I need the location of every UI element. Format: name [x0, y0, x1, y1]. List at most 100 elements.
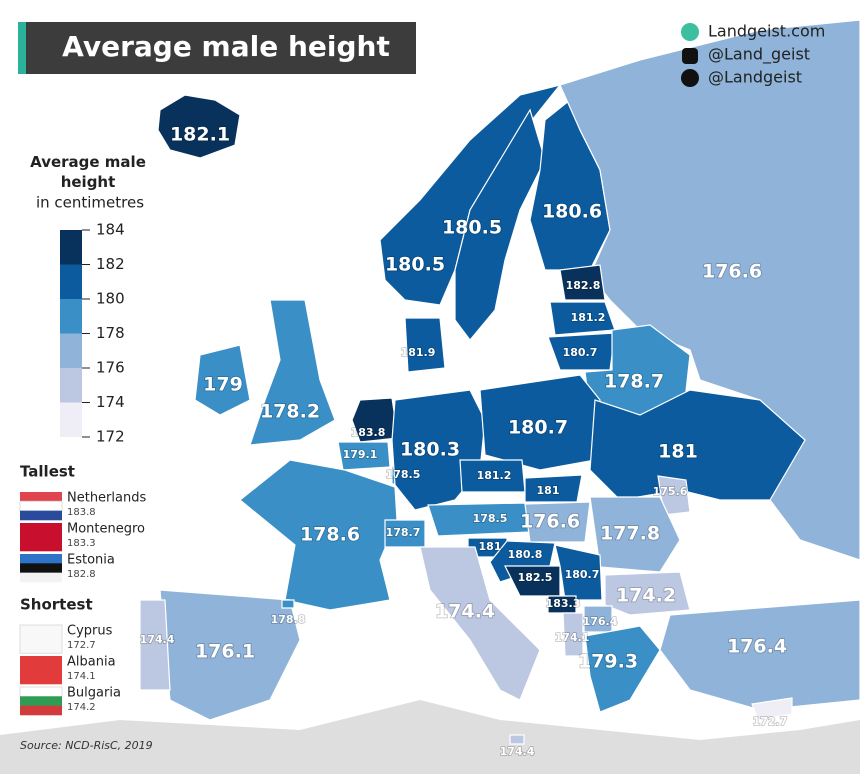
- region-label: 174.4: [140, 633, 175, 646]
- region-label: 180.7: [563, 346, 598, 359]
- region-label: 174.4: [500, 745, 535, 758]
- region-label: 180.3: [400, 439, 460, 461]
- africa-land: [0, 700, 860, 774]
- region: [584, 625, 661, 713]
- list-heading: Tallest: [20, 463, 75, 481]
- region-label: 176.1: [195, 641, 255, 663]
- flag-stripe: [20, 572, 62, 583]
- instagram-icon: [682, 48, 698, 64]
- legend-band: [60, 299, 82, 334]
- region-label: 177.8: [600, 523, 660, 545]
- flag-stripe: [20, 705, 62, 716]
- title-accent: [18, 22, 26, 74]
- region: [404, 317, 446, 373]
- legend-band: [60, 368, 82, 403]
- legend: 184 182 180 178 176 174 172: [60, 221, 125, 446]
- list-country: Estonia: [67, 553, 115, 568]
- list-value: 183.8: [67, 507, 96, 518]
- flag-stripe: [20, 656, 62, 685]
- region-label: 178.7: [604, 371, 664, 393]
- region: [281, 599, 295, 609]
- region-label: 178.6: [300, 524, 360, 546]
- region-label: 179: [203, 374, 243, 396]
- twitter-icon: [681, 69, 699, 87]
- list-country: Netherlands: [67, 491, 146, 506]
- list-value: 172.7: [67, 640, 96, 651]
- region: [751, 697, 793, 721]
- title-box: [18, 22, 416, 74]
- brand-twitter: @Landgeist: [708, 68, 802, 87]
- legend-band: [60, 264, 82, 299]
- region: [337, 441, 391, 471]
- region-label: 176.6: [520, 511, 580, 533]
- legend-tick-label: 180: [96, 290, 125, 308]
- region-label: 175.6: [653, 485, 688, 498]
- source: Source: NCD-RisC, 2019: [20, 739, 153, 752]
- region-label: 176.4: [727, 636, 787, 658]
- region-label: 183.3: [546, 597, 581, 610]
- region-label: 178.7: [386, 526, 421, 539]
- region-label: 176.4: [583, 615, 618, 628]
- region: [157, 94, 241, 159]
- legend-tick-label: 176: [96, 359, 125, 377]
- region-label: 178.2: [260, 401, 320, 423]
- region-label: 180.5: [385, 254, 445, 276]
- brand-instagram: @Land_geist: [708, 45, 810, 65]
- region: [239, 459, 398, 611]
- region-label: 181.2: [571, 311, 606, 324]
- region: [562, 612, 584, 657]
- region: [524, 501, 591, 543]
- list-country: Bulgaria: [67, 686, 121, 701]
- flag-stripe: [20, 510, 62, 521]
- legend-tick-label: 182: [96, 255, 125, 273]
- region-label: 180.8: [508, 548, 543, 561]
- legend-band: [60, 402, 82, 437]
- region-label: 178.8: [271, 613, 306, 626]
- flag-stripe: [19, 624, 63, 654]
- region-label: 181.2: [477, 469, 512, 482]
- list-value: 174.2: [67, 702, 96, 713]
- region-label: 181: [658, 441, 698, 463]
- region-label: 182.1: [170, 124, 230, 146]
- flag-stripe: [20, 554, 62, 564]
- brand-website: Landgeist.com: [708, 22, 825, 41]
- region-label: 179.1: [343, 448, 378, 461]
- flag-stripe: [20, 492, 62, 502]
- region-label: 181: [479, 540, 502, 553]
- region: [509, 734, 525, 745]
- region-label: 182.5: [518, 571, 553, 584]
- region-label: 174.2: [616, 585, 676, 607]
- region: [559, 264, 606, 301]
- list-value: 182.8: [67, 569, 96, 580]
- region: [351, 397, 399, 443]
- flag-stripe: [20, 523, 62, 552]
- list-country: Montenegro: [67, 522, 145, 537]
- region: [589, 389, 806, 501]
- region-label: 178.5: [386, 468, 421, 481]
- flag-stripe: [19, 500, 63, 512]
- legend-band: [60, 230, 82, 265]
- region-label: 174.1: [555, 631, 590, 644]
- legend-band: [60, 333, 82, 368]
- region: [419, 546, 541, 701]
- region-label: 180.7: [508, 417, 568, 439]
- region-label: 179.3: [578, 651, 638, 673]
- region-label: 181.9: [401, 346, 436, 359]
- list-country: Albania: [67, 655, 116, 670]
- list-value: 183.3: [67, 538, 96, 549]
- region: [194, 344, 251, 416]
- region-label: 180.7: [565, 568, 600, 581]
- region-label: 176.6: [702, 261, 762, 283]
- title: Average male height: [62, 30, 390, 63]
- region-label: 183.8: [351, 426, 386, 439]
- region: [554, 544, 603, 601]
- list-heading: Shortest: [20, 596, 93, 614]
- region: [249, 299, 336, 446]
- region: [454, 108, 546, 341]
- flag-stripe: [20, 696, 62, 706]
- legend-tick-label: 174: [96, 393, 125, 411]
- region-label: 172.7: [753, 715, 788, 728]
